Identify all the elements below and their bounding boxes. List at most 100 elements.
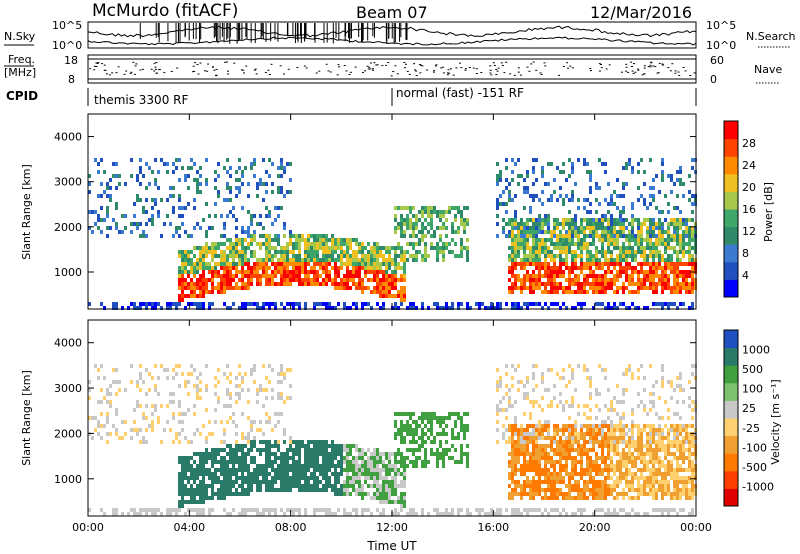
power-cell xyxy=(670,246,673,250)
power-cell xyxy=(151,222,154,226)
power-cell xyxy=(553,230,556,234)
power-cell xyxy=(328,278,331,282)
velocity-cell xyxy=(580,460,583,464)
power-cell xyxy=(637,290,640,294)
velocity-cell xyxy=(550,448,553,452)
velocity-cell xyxy=(262,448,265,452)
velocity-cell xyxy=(190,496,193,500)
velocity-cell xyxy=(553,448,556,452)
power-cell xyxy=(283,170,286,174)
power-cell xyxy=(271,262,274,266)
power-cell xyxy=(298,254,301,258)
power-cell xyxy=(256,270,259,274)
velocity-cell xyxy=(565,384,568,388)
power-cell xyxy=(265,254,268,258)
power-cell xyxy=(514,306,517,310)
power-cell xyxy=(274,302,277,306)
colorbar-tick-label: 12 xyxy=(742,225,756,238)
velocity-cell xyxy=(391,464,394,468)
velocity-cell xyxy=(496,508,499,512)
velocity-cell xyxy=(496,440,499,444)
power-cell xyxy=(565,230,568,234)
power-cell xyxy=(157,170,160,174)
power-cell xyxy=(496,222,499,226)
velocity-cell xyxy=(421,512,424,516)
velocity-cell xyxy=(592,512,595,516)
power-cell xyxy=(400,222,403,226)
velocity-cell xyxy=(334,452,337,456)
power-cell xyxy=(517,262,520,266)
power-cell xyxy=(268,174,271,178)
velocity-cell xyxy=(139,364,142,368)
velocity-cell xyxy=(430,424,433,428)
power-cell xyxy=(613,278,616,282)
power-cell xyxy=(577,238,580,242)
power-cell xyxy=(523,262,526,266)
power-cell xyxy=(214,246,217,250)
velocity-cell xyxy=(232,492,235,496)
velocity-cell xyxy=(298,444,301,448)
velocity-cell xyxy=(325,452,328,456)
power-cell xyxy=(607,242,610,246)
velocity-cell xyxy=(526,440,529,444)
power-cell xyxy=(388,290,391,294)
velocity-cell xyxy=(565,440,568,444)
velocity-cell xyxy=(514,484,517,488)
power-cell xyxy=(565,238,568,242)
power-cell xyxy=(349,246,352,250)
velocity-cell xyxy=(250,488,253,492)
velocity-cell xyxy=(613,484,616,488)
power-cell xyxy=(541,222,544,226)
power-cell xyxy=(391,286,394,290)
velocity-cell xyxy=(604,492,607,496)
power-cell xyxy=(523,206,526,210)
velocity-cell xyxy=(448,512,451,516)
power-cell xyxy=(535,230,538,234)
velocity-cell xyxy=(391,476,394,480)
velocity-cell xyxy=(511,404,514,408)
power-cell xyxy=(412,226,415,230)
power-cell xyxy=(652,246,655,250)
velocity-cell xyxy=(421,464,424,468)
velocity-cell xyxy=(364,460,367,464)
power-cell xyxy=(226,186,229,190)
velocity-cell xyxy=(376,484,379,488)
power-cell xyxy=(616,278,619,282)
power-cell xyxy=(403,250,406,254)
power-cell xyxy=(235,262,238,266)
velocity-cell xyxy=(499,376,502,380)
velocity-cell xyxy=(535,464,538,468)
velocity-cell xyxy=(523,412,526,416)
power-cell xyxy=(412,258,415,262)
power-cell xyxy=(691,218,694,222)
power-cell xyxy=(526,190,529,194)
power-cell xyxy=(355,274,358,278)
velocity-cell xyxy=(268,484,271,488)
velocity-cell xyxy=(361,456,364,460)
power-cell xyxy=(676,178,679,182)
velocity-cell xyxy=(427,412,430,416)
power-cell xyxy=(115,302,118,306)
power-cell xyxy=(466,258,469,262)
power-cell xyxy=(637,274,640,278)
power-cell xyxy=(520,226,523,230)
velocity-cell xyxy=(229,452,232,456)
power-cell xyxy=(586,234,589,238)
velocity-cell xyxy=(211,432,214,436)
power-cell xyxy=(304,306,307,310)
power-cell xyxy=(607,226,610,230)
velocity-cell xyxy=(238,464,241,468)
velocity-cell xyxy=(100,412,103,416)
power-cell xyxy=(358,274,361,278)
velocity-cell xyxy=(523,396,526,400)
velocity-cell xyxy=(547,456,550,460)
power-cell xyxy=(535,302,538,306)
power-cell xyxy=(298,278,301,282)
power-cell xyxy=(511,266,514,270)
power-cell xyxy=(211,270,214,274)
power-cell xyxy=(562,234,565,238)
power-cell xyxy=(610,258,613,262)
velocity-cell xyxy=(301,468,304,472)
velocity-cell xyxy=(631,444,634,448)
velocity-cell xyxy=(229,456,232,460)
